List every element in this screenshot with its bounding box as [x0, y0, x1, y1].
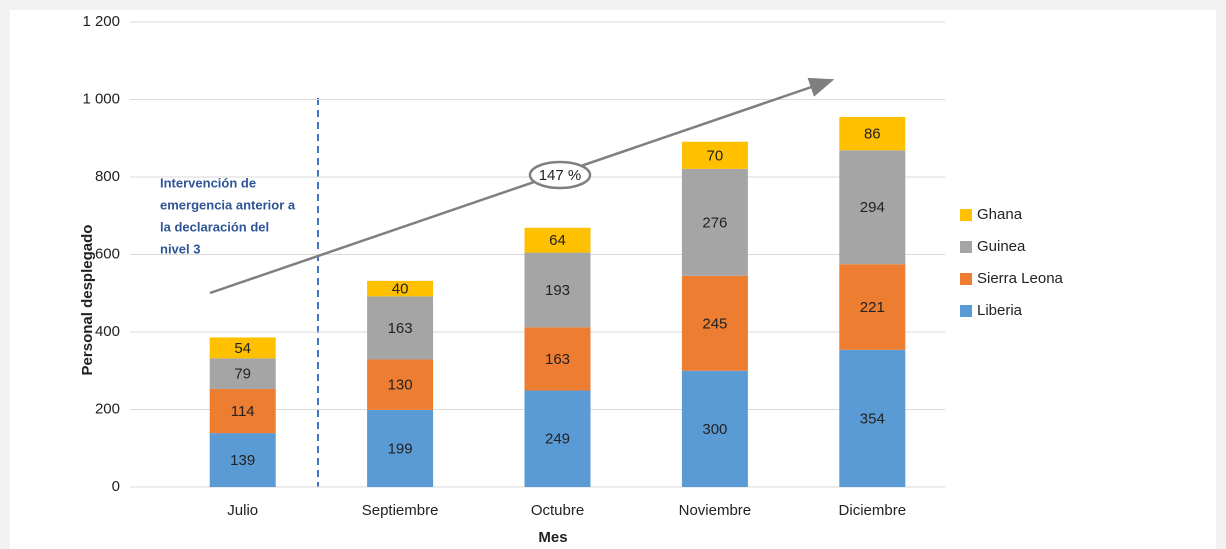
- data-label: 54: [234, 340, 251, 357]
- x-tick-label: Noviembre: [679, 502, 752, 519]
- x-tick-label: Septiembre: [362, 502, 439, 519]
- y-tick-label: 800: [95, 168, 120, 185]
- legend-swatch: [960, 209, 972, 221]
- annotation-note: nivel 3: [160, 241, 200, 256]
- data-label: 163: [388, 320, 413, 337]
- y-tick-label: 400: [95, 323, 120, 340]
- bar-segment: [209, 433, 276, 487]
- data-label: 40: [392, 281, 409, 298]
- data-label: 300: [702, 421, 727, 438]
- growth-label: 147 %: [539, 167, 582, 184]
- legend-swatch: [960, 305, 972, 317]
- annotation-note: Intervención de: [160, 175, 256, 190]
- bar-segment: [839, 264, 906, 350]
- legend-label: Sierra Leona: [977, 270, 1064, 287]
- legend-label: Liberia: [977, 302, 1023, 319]
- data-label: 139: [230, 452, 255, 469]
- data-label: 294: [860, 199, 885, 216]
- y-tick-label: 200: [95, 400, 120, 417]
- data-label: 276: [702, 214, 727, 231]
- trend-arrow: [209, 77, 835, 295]
- x-tick-label: Julio: [227, 502, 258, 519]
- bar-segment: [524, 252, 591, 328]
- bar-segment: [524, 227, 591, 253]
- data-label: 221: [860, 299, 885, 316]
- data-label: 249: [545, 431, 570, 448]
- bar-segment: [839, 116, 906, 151]
- data-label: 163: [545, 351, 570, 368]
- y-axis-label: Personal desplegado: [79, 225, 96, 376]
- bar-segment: [681, 370, 748, 487]
- y-tick-label: 1 200: [82, 13, 120, 30]
- bar-segment: [681, 275, 748, 371]
- bar-segment: [524, 327, 591, 391]
- data-label: 193: [545, 282, 570, 299]
- data-label: 130: [388, 377, 413, 394]
- bar-segment: [209, 358, 276, 389]
- x-tick-label: Diciembre: [839, 502, 907, 519]
- data-label: 86: [864, 126, 881, 143]
- highlight-ellipse: [528, 160, 592, 190]
- x-tick-label: Octubre: [531, 502, 584, 519]
- y-tick-label: 0: [112, 478, 120, 495]
- bar-segment: [681, 141, 748, 169]
- bar-segment: [209, 388, 276, 434]
- legend-label: Guinea: [977, 238, 1026, 255]
- data-label: 199: [388, 440, 413, 457]
- data-label: 79: [234, 366, 251, 383]
- y-tick-label: 1 000: [82, 90, 120, 107]
- legend-swatch: [960, 273, 972, 285]
- data-label: 70: [707, 147, 724, 164]
- x-axis-label: Mes: [538, 529, 567, 546]
- annotation-note: la declaración del: [160, 219, 269, 234]
- bar-segment: [681, 168, 748, 276]
- bar-segment: [839, 349, 906, 487]
- bar-segment: [839, 150, 906, 265]
- bar-segment: [367, 296, 434, 360]
- data-label: 354: [860, 410, 885, 427]
- bar-segment: [367, 359, 434, 410]
- bar-segment: [524, 390, 591, 487]
- y-tick-label: 600: [95, 245, 120, 262]
- bar-segment: [367, 280, 434, 297]
- legend-swatch: [960, 241, 972, 253]
- data-label: 245: [702, 315, 727, 332]
- bar-segment: [209, 337, 276, 359]
- bar-segment: [367, 409, 434, 487]
- annotation-note: emergencia anterior a: [160, 197, 296, 212]
- data-label: 64: [549, 232, 566, 249]
- data-label: 114: [231, 403, 255, 420]
- legend-label: Ghana: [977, 206, 1023, 223]
